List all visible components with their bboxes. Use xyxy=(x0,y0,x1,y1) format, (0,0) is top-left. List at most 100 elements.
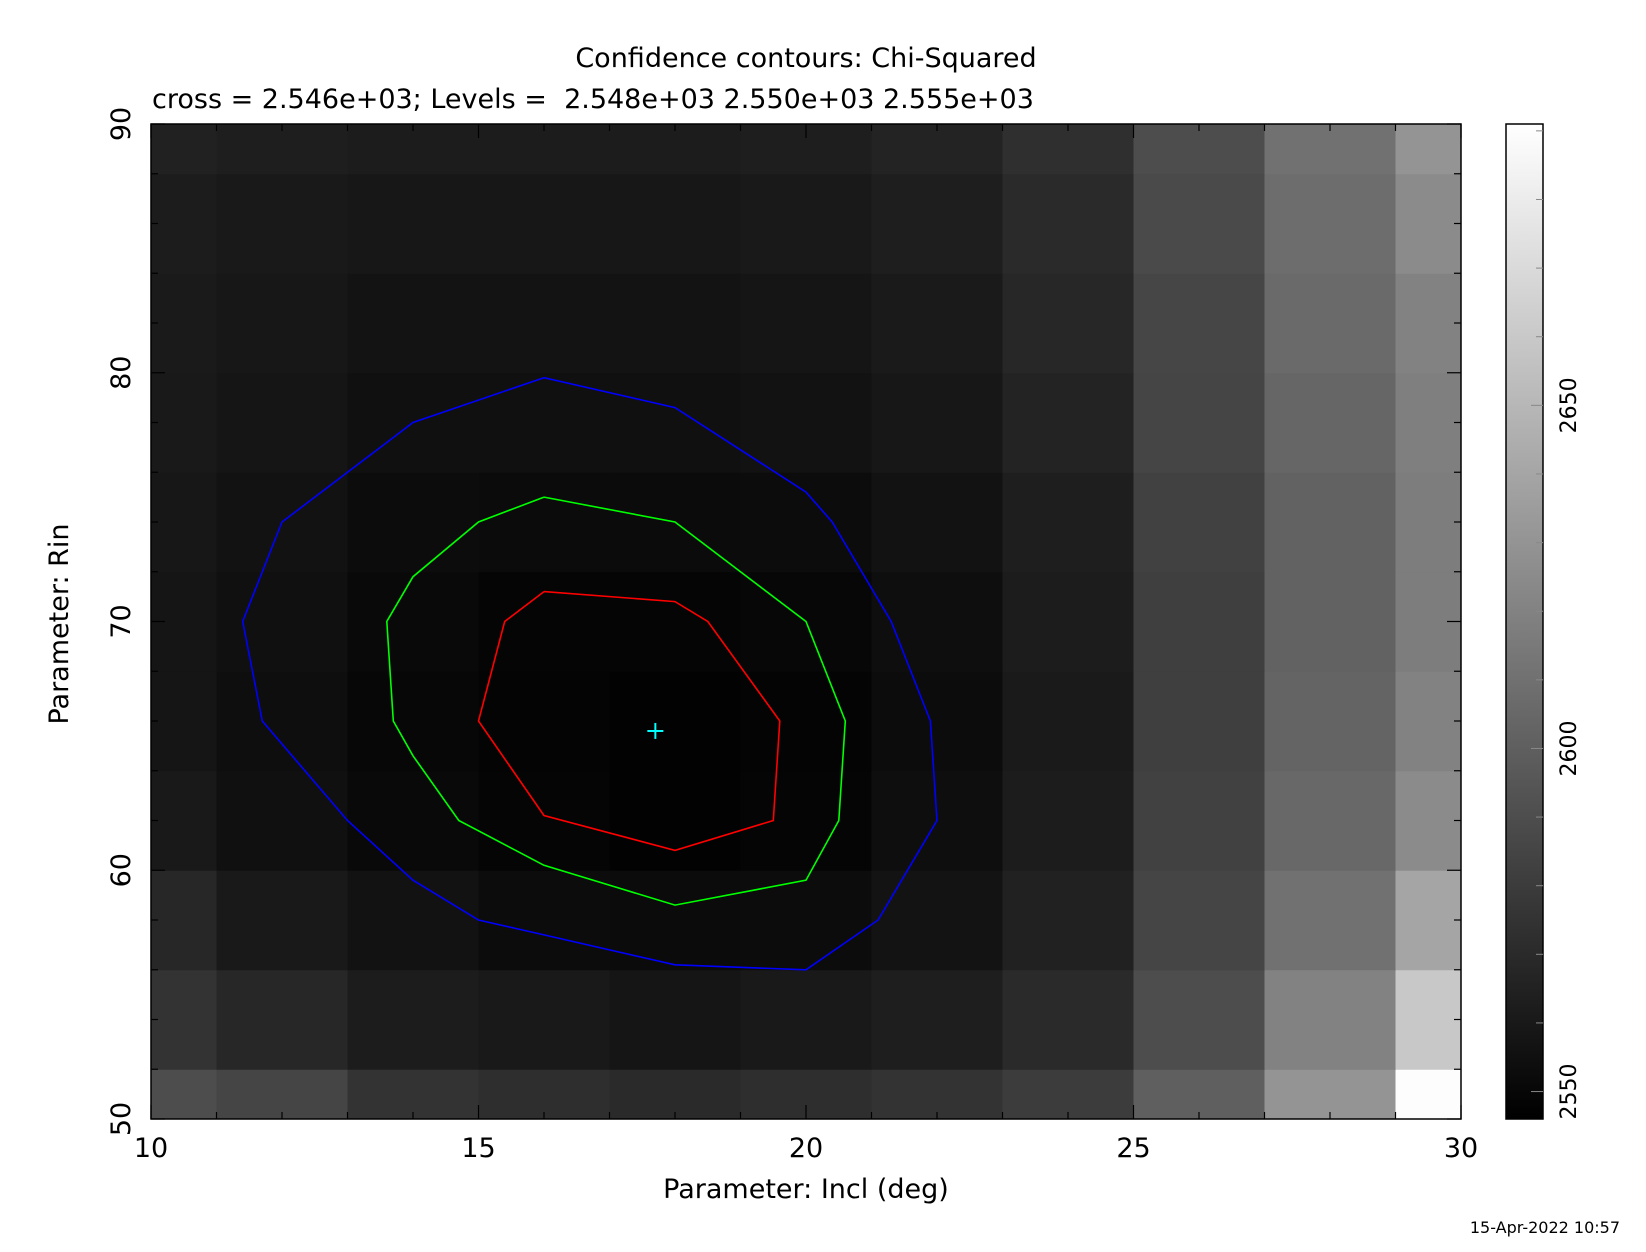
heatmap-cell xyxy=(1002,1069,1134,1120)
heatmap-cell xyxy=(478,273,610,374)
y-tick-label: 90 xyxy=(106,107,137,141)
heatmap-cell xyxy=(478,571,610,672)
heatmap-cell xyxy=(1395,1069,1462,1120)
heatmap-cell xyxy=(1133,273,1265,374)
heatmap-cell xyxy=(478,770,610,871)
heatmap-cell xyxy=(609,969,741,1070)
heatmap-cell xyxy=(478,124,610,175)
heatmap-cell xyxy=(347,969,479,1070)
heatmap-cell xyxy=(740,770,872,871)
heatmap-cell xyxy=(1264,770,1396,871)
heatmap-cell xyxy=(1002,273,1134,374)
heatmap-cell xyxy=(740,671,872,772)
contour-lines xyxy=(241,376,938,971)
x-tick-label: 15 xyxy=(461,1133,495,1164)
heatmap-cell xyxy=(216,571,348,672)
heatmap-cell xyxy=(216,173,348,274)
heatmap-cell xyxy=(1133,770,1265,871)
heatmap-cell xyxy=(1002,124,1134,175)
heatmap-cell xyxy=(609,273,741,374)
axis-ticks: 10 15 20 25 30 50 60 70 80 90 xyxy=(106,107,1478,1164)
heatmap-cell xyxy=(478,969,610,1070)
heatmap-cell xyxy=(347,671,479,772)
heatmap-cell xyxy=(740,273,872,374)
heatmap-cell xyxy=(347,273,479,374)
heatmap-cell xyxy=(1002,671,1134,772)
heatmap-cell xyxy=(478,173,610,274)
heatmap-cell xyxy=(1133,671,1265,772)
heatmap-cell xyxy=(347,571,479,672)
heatmap-cell xyxy=(1264,173,1396,274)
heatmap-cell xyxy=(871,173,1003,274)
heatmap-cell xyxy=(151,273,217,374)
x-axis-label: Parameter: Incl (deg) xyxy=(663,1174,949,1205)
heatmap-cell xyxy=(871,969,1003,1070)
x-tick-label: 25 xyxy=(1116,1133,1150,1164)
heatmap-cell xyxy=(151,472,217,573)
contour-line xyxy=(385,496,847,906)
heatmap-cell xyxy=(1002,372,1134,473)
y-tick-label: 70 xyxy=(106,604,137,638)
heatmap-cell xyxy=(347,870,479,971)
heatmap-cell xyxy=(1395,173,1462,274)
heatmap-cell xyxy=(347,472,479,573)
heatmap-cell xyxy=(151,969,217,1070)
heatmap-cell xyxy=(1002,571,1134,672)
heatmap-cell xyxy=(1002,870,1134,971)
heatmap-cells xyxy=(151,124,1462,1120)
y-tick-label: 60 xyxy=(106,853,137,887)
heatmap-cell xyxy=(1264,1069,1396,1120)
colorbar-tick-label: 2650 xyxy=(1557,377,1582,433)
heatmap-cell xyxy=(1133,472,1265,573)
heatmap-cell xyxy=(216,124,348,175)
heatmap-cell xyxy=(871,870,1003,971)
heatmap-cell xyxy=(609,571,741,672)
y-tick-label: 80 xyxy=(106,356,137,390)
heatmap-cell xyxy=(151,372,217,473)
heatmap-cell xyxy=(216,770,348,871)
chart-title: Confidence contours: Chi-Squared xyxy=(575,43,1036,74)
heatmap-cell xyxy=(478,472,610,573)
heatmap-cell xyxy=(1395,870,1462,971)
heatmap-cell xyxy=(1002,472,1134,573)
heatmap-cell xyxy=(609,372,741,473)
heatmap-cell xyxy=(478,870,610,971)
heatmap-cell xyxy=(1264,870,1396,971)
heatmap-cell xyxy=(1133,969,1265,1070)
heatmap-cell xyxy=(1264,124,1396,175)
heatmap-cell xyxy=(151,770,217,871)
heatmap-cell xyxy=(1264,671,1396,772)
heatmap-cell xyxy=(1395,273,1462,374)
heatmap-cell xyxy=(151,124,217,175)
heatmap-cell xyxy=(216,671,348,772)
colorbar-scale xyxy=(1505,123,1544,1120)
heatmap-cell xyxy=(1133,870,1265,971)
contour-line xyxy=(241,376,938,971)
contour-line xyxy=(477,590,781,852)
heatmap-cell xyxy=(151,173,217,274)
heatmap-cell xyxy=(740,870,872,971)
heatmap-cell xyxy=(740,472,872,573)
heatmap-cell xyxy=(216,1069,348,1120)
heatmap-cell xyxy=(609,671,741,772)
best-fit-cross xyxy=(647,722,664,739)
heatmap-cell xyxy=(1002,969,1134,1070)
heatmap-cell xyxy=(347,770,479,871)
heatmap-cell xyxy=(1133,124,1265,175)
heatmap-cell xyxy=(478,671,610,772)
heatmap-cell xyxy=(151,870,217,971)
heatmap-cell xyxy=(216,372,348,473)
heatmap-cell xyxy=(1133,571,1265,672)
heatmap-cell xyxy=(1395,472,1462,573)
heatmap-cell xyxy=(1264,472,1396,573)
heatmap-cell xyxy=(740,372,872,473)
heatmap-cell xyxy=(1395,372,1462,473)
timestamp: 15-Apr-2022 10:57 xyxy=(1470,1218,1620,1237)
heatmap-cell xyxy=(347,1069,479,1120)
x-tick-label: 20 xyxy=(789,1133,823,1164)
heatmap-cell xyxy=(1395,671,1462,772)
chart-subtitle: cross = 2.546e+03; Levels = 2.548e+03 2.… xyxy=(152,84,1034,115)
heatmap-cell xyxy=(1264,969,1396,1070)
heatmap-cell xyxy=(347,173,479,274)
heatmap-cell xyxy=(1395,969,1462,1070)
